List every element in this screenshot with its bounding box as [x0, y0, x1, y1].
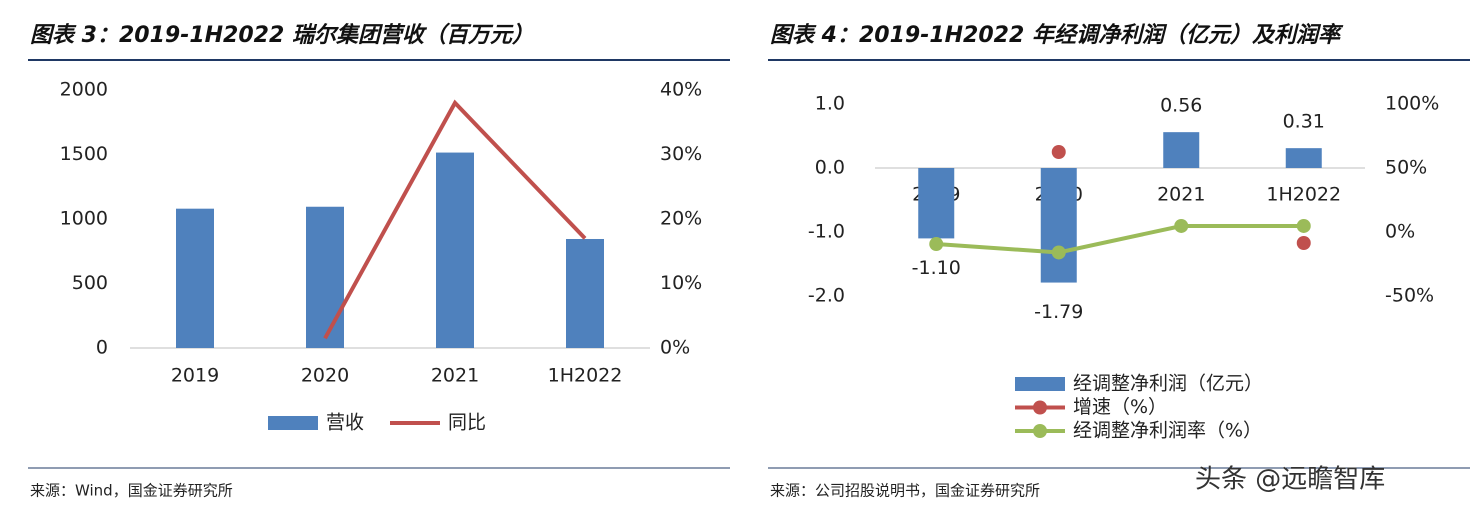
legend-swatch	[1033, 424, 1047, 438]
y2-tick-label: -50%	[1385, 285, 1434, 307]
line	[323, 99, 587, 340]
y-tick-label: -1.0	[808, 221, 845, 243]
y2-tick-label: 10%	[660, 272, 702, 294]
bar	[566, 238, 604, 348]
x-tick-label: 2021	[1157, 184, 1205, 206]
legend-label: 营收	[326, 412, 364, 434]
legend-label: 同比	[448, 412, 486, 434]
y2-tick-label: 30%	[660, 143, 702, 165]
marker	[929, 237, 944, 252]
y2-tick-label: 20%	[660, 208, 702, 230]
x-tick-label: 2021	[431, 365, 479, 387]
bar	[1163, 132, 1200, 168]
bar	[436, 152, 474, 348]
y2-tick-label: 50%	[1385, 157, 1427, 179]
legend-label: 增速（%）	[1073, 396, 1167, 418]
bar	[306, 206, 344, 348]
value-label: -1.10	[912, 257, 961, 279]
y-tick-label: 0	[96, 337, 108, 359]
y2-tick-label: 0%	[1385, 221, 1415, 243]
bar	[1285, 148, 1322, 168]
legend-swatch	[1015, 377, 1065, 391]
legend-label: 经调整净利润率（%）	[1073, 420, 1262, 442]
chart-title: 图表 4：2019-1H2022 年经调净利润（亿元）及利润率	[770, 22, 1344, 48]
y-tick-label: 0.0	[815, 157, 845, 179]
value-label: -1.79	[1034, 301, 1083, 323]
y2-tick-label: 0%	[660, 337, 690, 359]
x-tick-label: 1H2022	[548, 365, 623, 387]
y-tick-label: -2.0	[808, 285, 845, 307]
source-note: 来源：Wind，国金证券研究所	[30, 482, 233, 500]
marker	[1051, 245, 1066, 260]
bar	[176, 208, 214, 348]
watermark: 头条 @远瞻智库	[1195, 465, 1385, 495]
marker	[1296, 218, 1311, 233]
y-tick-label: 1000	[60, 208, 108, 230]
x-tick-label: 2019	[171, 365, 219, 387]
y-tick-label: 1500	[60, 143, 108, 165]
x-tick-label: 1H2022	[1266, 184, 1341, 206]
y2-tick-label: 100%	[1385, 93, 1439, 115]
bar	[1040, 168, 1077, 283]
bar	[918, 168, 955, 239]
legend-swatch	[268, 416, 318, 430]
y2-tick-label: 40%	[660, 79, 702, 101]
y-tick-label: 500	[72, 272, 108, 294]
y-tick-label: 2000	[60, 79, 108, 101]
marker	[1174, 218, 1189, 233]
point	[1296, 236, 1311, 251]
value-label: 0.56	[1160, 95, 1202, 117]
x-tick-label: 2020	[301, 365, 349, 387]
source-note: 来源：公司招股说明书，国金证券研究所	[770, 482, 1040, 500]
legend-swatch	[1033, 400, 1047, 415]
legend-label: 经调整净利润（亿元）	[1073, 373, 1263, 395]
line	[936, 223, 1304, 255]
chart-title: 图表 3：2019-1H2022 瑞尔集团营收（百万元）	[30, 22, 534, 48]
y-tick-label: 1.0	[815, 93, 845, 115]
point	[1051, 145, 1066, 159]
value-label: 0.31	[1283, 111, 1325, 133]
